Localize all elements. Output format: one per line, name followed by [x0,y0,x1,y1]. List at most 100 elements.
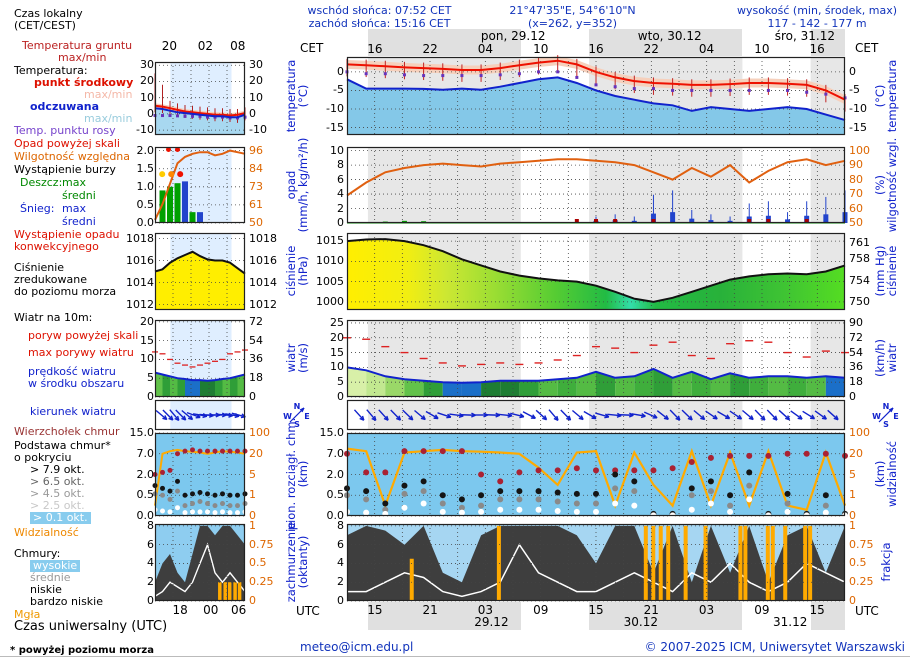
y-axis-tick: 2.0 [136,467,155,481]
sunrise-time: wschód słońca: 07:52 CET [307,4,452,17]
y-axis-tick: 2 [337,201,344,215]
legend-label: kierunek wiatru [30,405,116,418]
legend-label: max [62,202,86,215]
y-axis-tick: 5 [147,371,154,385]
y-axis-tick: 761 [849,235,870,249]
y-axis-tick: 4 [337,187,344,201]
legend-label: Śnieg: [20,202,55,215]
y-axis-tick: 1010 [316,254,344,268]
legend-label: Wilgotność względna [14,150,131,163]
utc-tick-label: 15 [367,603,383,617]
y-axis-tick: -5 [333,83,344,97]
svg-text:E: E [893,412,898,421]
utc-tick-label: 15 [588,603,604,617]
axis-caption-left: pion. rozciągł. chm. (km) [284,417,310,531]
y-axis-tick: 5 [337,375,344,389]
utc-tick-label: 03 [477,603,494,617]
utc-tick-label: 21 [643,603,659,617]
night-shade-top [589,29,743,56]
y-axis-tick: 0 [337,390,344,403]
legend-label: > 0.1 okt. [30,512,91,524]
mini-top-tick: 02 [197,39,214,53]
y-axis-tick: 1 [249,518,256,532]
axis-caption-right: (km) widzialność [873,440,899,508]
axis-caption-right: frakcja [879,542,893,582]
y-axis-tick: 1 [849,488,856,502]
y-axis-tick: -15 [849,120,867,134]
svg-text:N: N [883,402,890,411]
y-axis-tick: 15.0 [129,426,155,439]
y-axis-tick: 0.75 [849,537,874,551]
legend-label: średni [62,215,96,228]
legend-label: > 6.5 okt. [30,475,85,488]
y-axis-tick: 1018 [249,231,277,245]
wind-direction-chart [346,399,846,431]
night-shade-bottom [589,602,743,630]
y-axis-tick: 7.0 [326,446,345,460]
y-axis-tick: 0.25 [249,575,274,589]
legend-label: poryw powyżej skali [28,329,139,342]
y-axis-tick: 1018 [126,231,154,245]
night-shade-bottom [810,602,845,630]
mini-wind-chart [152,319,248,398]
y-axis-tick: 15.0 [319,426,345,439]
y-axis-tick: 30 [140,58,154,72]
legend-label: Temperatura: [14,64,88,77]
y-axis-tick: 0 [249,390,256,403]
y-axis-tick: -10 [136,123,154,137]
legend-label: niskie [30,583,62,596]
axis-caption-right: (%) wilgotność wzgl. [873,137,899,233]
night-shade-bottom [367,602,521,630]
y-axis-tick: 8 [337,158,344,172]
legend-label: * powyżej poziomu morza [10,645,154,656]
y-axis-tick: 0.5 [326,488,345,502]
axis-caption-left: temperatura (°C) [284,59,310,133]
utc-tick-label: 21 [422,603,438,617]
y-axis-tick: 1014 [126,275,154,289]
y-axis-tick: 0 [147,106,154,120]
bottom-divider [0,656,910,657]
y-axis-tick: -10 [326,102,344,115]
mini-top-tick: 20 [161,39,178,53]
altitude-values: 117 - 142 - 177 m [767,17,867,30]
legend-label: max [62,176,86,189]
y-axis-tick: 0 [249,594,256,607]
y-axis-tick: 90 [849,315,863,329]
svg-text:W: W [283,412,292,421]
legend-label: Chmury: [14,547,61,560]
y-axis-tick: 2.0 [326,467,345,481]
day-label: pon, 29.12 [480,29,546,43]
legend-label: Widzialność [14,526,79,539]
y-axis-tick: 6 [147,537,154,551]
y-axis-tick: 1016 [126,253,154,267]
y-axis-tick: 5 [849,467,856,481]
cloud-cover-chart [346,523,846,602]
y-axis-tick: -15 [326,120,344,134]
y-axis-tick: 0 [337,216,344,229]
y-axis-tick: 0.5 [849,556,867,570]
cet-tick-label: 10 [533,42,549,56]
y-axis-tick: 0.25 [849,575,874,589]
y-axis-tick: 18 [849,375,863,389]
cet-tick-label: 04 [698,42,715,56]
y-axis-tick: 96 [249,143,263,157]
y-axis-tick: 1012 [126,297,154,311]
mini-bottom-tick: 18 [172,603,188,617]
y-axis-tick: 20 [249,446,263,460]
y-axis-tick: 0 [249,509,256,522]
contact-email[interactable]: meteo@icm.edu.pl [300,640,414,654]
legend-label: Deszcz: [20,176,63,189]
y-axis-tick: 20 [249,74,263,88]
y-axis-tick: 30 [249,58,263,72]
svg-text:E: E [304,412,309,421]
legend-label: (CET/CEST) [14,19,76,32]
y-axis-tick: -10 [249,123,267,137]
svg-text:W: W [872,412,881,421]
y-axis-tick: 0.75 [249,537,274,551]
y-axis-tick: 0 [337,64,344,78]
night-shade-top [810,29,845,56]
compass-icon: NSW E [872,402,899,429]
y-axis-tick: 18 [249,371,263,385]
compass-icon: NSW E [283,402,310,429]
